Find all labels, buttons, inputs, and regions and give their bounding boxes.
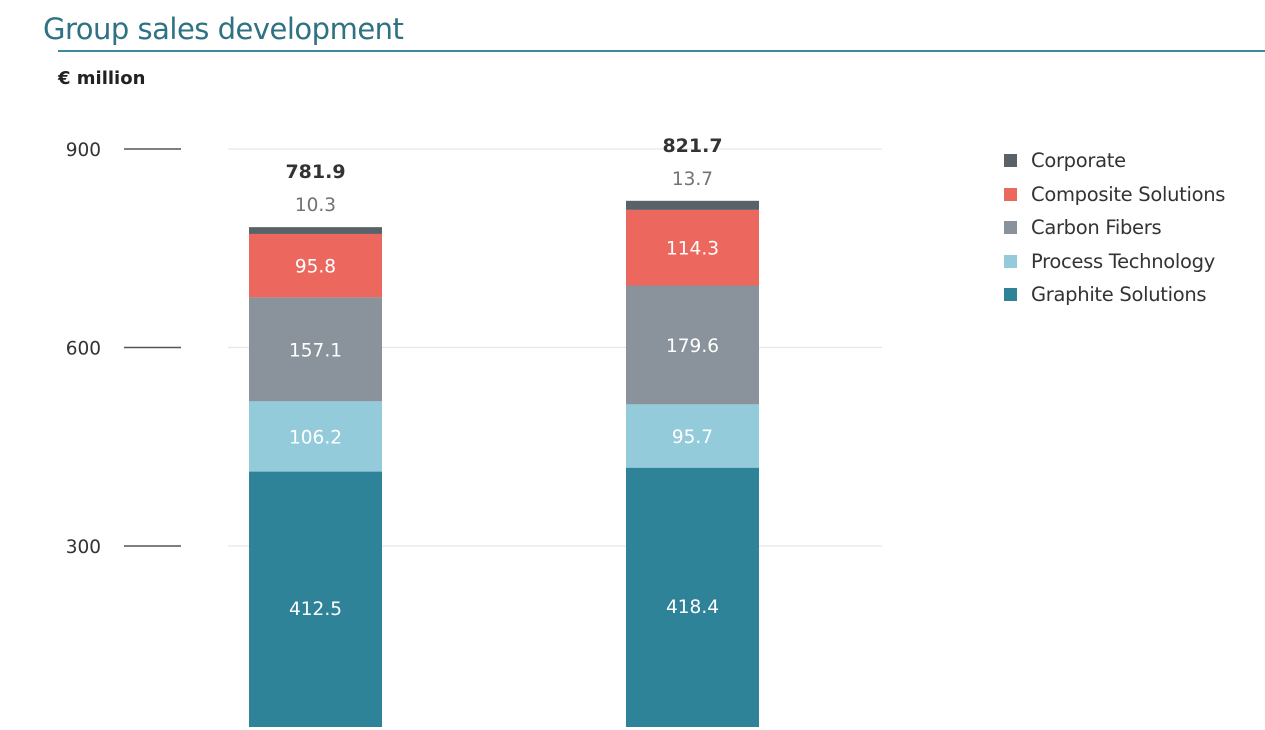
total-label-2: 821.7 [662, 135, 722, 157]
total-label-1: 781.9 [285, 161, 345, 183]
y-tick-label-600: 600 [66, 339, 101, 360]
legend-label: Corporate [1031, 149, 1126, 173]
legend-swatch [1004, 154, 1017, 168]
bar-segment-carbon-fibers-1 [249, 297, 382, 402]
legend-item-corporate: Corporate [1004, 144, 1225, 178]
legend-item-composite-solutions: Composite Solutions [1004, 178, 1225, 212]
data-label-carbon-fibers-2: 179.6 [666, 336, 719, 357]
y-axis-unit-label: € million [58, 68, 146, 89]
legend-label: Composite Solutions [1031, 182, 1226, 206]
legend-item-graphite-solutions: Graphite Solutions [1004, 278, 1225, 312]
bar-segment-process-technology-1 [249, 401, 382, 472]
legend-item-carbon-fibers: Carbon Fibers [1004, 211, 1225, 245]
legend-swatch [1004, 187, 1017, 201]
data-label-graphite-solutions-2: 418.4 [666, 597, 719, 618]
y-tick-label-900: 900 [66, 140, 101, 161]
legend-label: Carbon Fibers [1031, 216, 1162, 240]
data-label-carbon-fibers-1: 157.1 [289, 340, 342, 361]
legend-item-process-technology: Process Technology [1004, 245, 1225, 279]
bar-segment-carbon-fibers-2 [626, 285, 759, 405]
bar-segment-process-technology-2 [626, 404, 759, 468]
legend-swatch [1004, 221, 1017, 235]
bar-segment-composite-solutions-1 [249, 233, 382, 298]
legend-label: Process Technology [1031, 249, 1216, 273]
legend-swatch [1004, 288, 1017, 302]
data-label-graphite-solutions-1: 412.5 [289, 599, 342, 620]
bar-segment-graphite-solutions-2 [626, 467, 759, 727]
y-tick-label-300: 300 [66, 537, 101, 558]
data-label-corporate-1: 10.3 [295, 195, 336, 216]
title-rule [58, 50, 1265, 52]
legend-swatch [1004, 254, 1017, 268]
bar-segment-composite-solutions-2 [626, 209, 759, 286]
data-label-corporate-2: 13.7 [672, 169, 713, 190]
legend-label: Graphite Solutions [1031, 283, 1207, 307]
data-label-composite-solutions-1: 95.8 [295, 257, 336, 278]
bar-segment-corporate-1 [249, 227, 382, 234]
bar-segment-graphite-solutions-1 [249, 471, 382, 727]
bar-segment-corporate-2 [626, 200, 759, 210]
chart-legend: Corporate Composite Solutions Carbon Fiber… [1004, 144, 1225, 312]
data-label-process-technology-1: 106.2 [289, 427, 342, 448]
chart-title: Group sales development [43, 12, 404, 46]
data-label-composite-solutions-2: 114.3 [666, 239, 719, 260]
data-label-process-technology-2: 95.7 [672, 427, 713, 448]
